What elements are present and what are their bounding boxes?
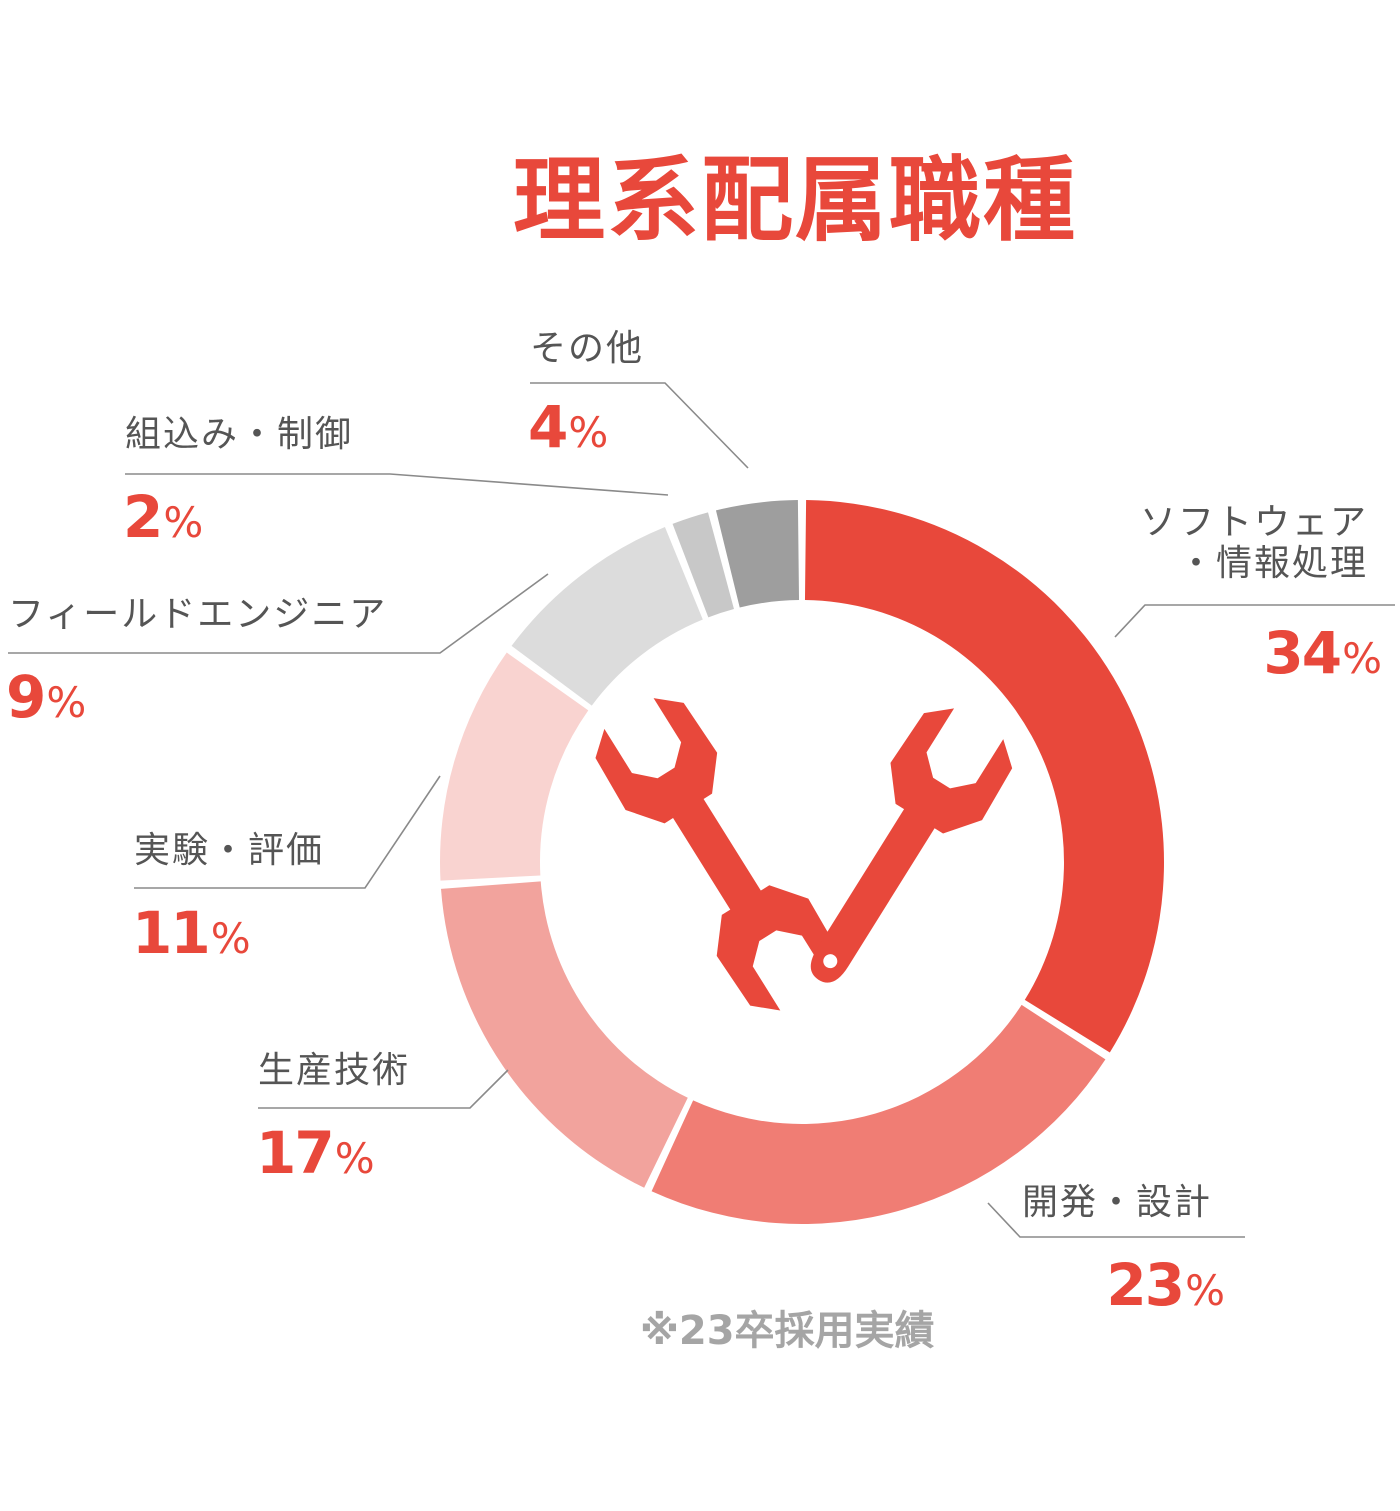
value-experiment: 11% — [132, 904, 251, 962]
label-experiment-line-1: 実験・評価 — [134, 830, 325, 871]
leader-line-software — [1114, 604, 1395, 638]
value-experiment-unit: % — [210, 914, 251, 963]
leader-line-other — [530, 382, 749, 469]
value-software: 34% — [1263, 624, 1382, 682]
donut-slice-embedded — [672, 512, 734, 618]
leader-lines — [8, 382, 1395, 1238]
leader-line-development — [987, 1202, 1245, 1238]
value-embedded-unit: % — [163, 498, 204, 547]
value-development-unit: % — [1185, 1266, 1225, 1315]
label-embedded-line-1: 組込み・制御 — [125, 414, 354, 455]
value-development-number: 23 — [1106, 1251, 1185, 1319]
label-field: フィールドエンジニア — [8, 594, 387, 635]
value-embedded-number: 2 — [123, 483, 163, 551]
label-production: 生産技術 — [258, 1050, 410, 1091]
value-other-unit: % — [568, 408, 609, 457]
donut-slice-software — [804, 500, 1165, 1053]
footnote: ※23卒採用実績 — [640, 1308, 935, 1354]
value-other: 4% — [528, 398, 608, 456]
label-embedded: 組込み・制御 — [125, 414, 353, 455]
donut-slice-field — [511, 526, 703, 706]
value-development: 23% — [1106, 1256, 1225, 1314]
label-software: ソフトウェア ・情報処理 — [1140, 502, 1368, 585]
label-other-line-1: その他 — [530, 328, 645, 369]
donut-slices — [440, 500, 1165, 1225]
value-production-number: 17 — [256, 1119, 335, 1187]
value-other-number: 4 — [528, 393, 568, 461]
value-software-number: 34 — [1263, 619, 1342, 687]
value-field-unit: % — [46, 678, 87, 727]
label-development-line-1: 開発・設計 — [1022, 1182, 1213, 1223]
value-field: 9% — [6, 668, 86, 726]
leader-line-experiment — [134, 775, 441, 889]
label-software-line-1: ソフトウェア — [1139, 502, 1368, 543]
wrench-icon — [595, 698, 1013, 1011]
label-development: 開発・設計 — [1022, 1182, 1212, 1223]
value-software-unit: % — [1342, 634, 1382, 683]
label-other: その他 — [530, 328, 644, 369]
donut-slice-experiment — [440, 652, 589, 881]
leader-line-embedded — [125, 473, 669, 496]
leader-line-production — [258, 1069, 509, 1109]
leader-line-field — [8, 573, 549, 654]
label-experiment: 実験・評価 — [134, 830, 324, 871]
label-software-line-2: ・情報処理 — [1177, 543, 1368, 585]
donut-slice-other — [715, 500, 800, 608]
value-embedded: 2% — [123, 488, 203, 546]
value-field-number: 9 — [6, 663, 46, 731]
value-production-unit: % — [334, 1134, 375, 1183]
chart-title: 理系配属職種 — [512, 147, 1077, 254]
value-production: 17% — [256, 1124, 375, 1182]
donut-slice-development — [651, 1004, 1106, 1225]
value-experiment-number: 11 — [132, 899, 211, 967]
donut-slice-production — [440, 881, 688, 1188]
label-field-line-1: フィールドエンジニア — [8, 594, 388, 635]
label-production-line-1: 生産技術 — [258, 1050, 411, 1091]
